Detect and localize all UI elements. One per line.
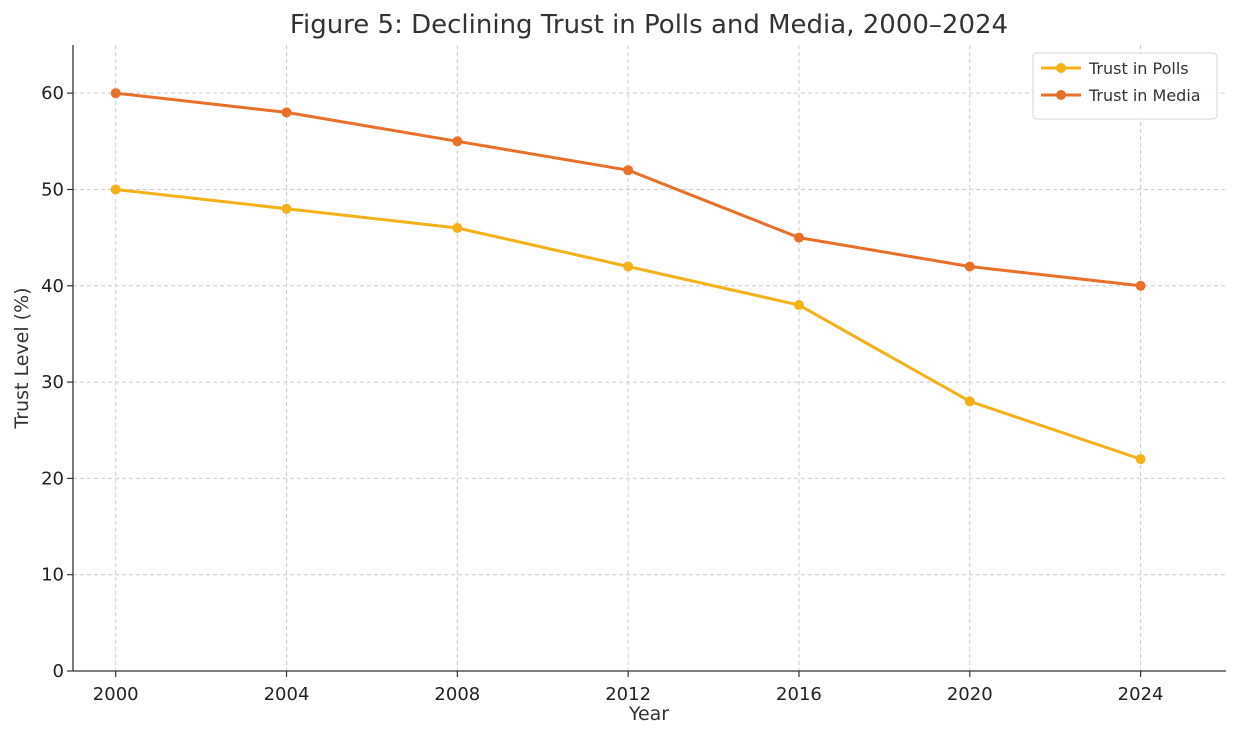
y-tick-label: 60 (41, 83, 64, 104)
y-tick-label: 50 (41, 179, 64, 200)
chart-title: Figure 5: Declining Trust in Polls and M… (290, 10, 1008, 40)
y-tick-label: 10 (41, 565, 64, 586)
series-layer (110, 88, 1146, 465)
data-point-trust-in-polls (110, 184, 121, 195)
legend-label-trust-in-polls: Trust in Polls (1088, 59, 1189, 78)
data-point-trust-in-polls (1135, 454, 1146, 465)
data-point-trust-in-polls (964, 396, 975, 407)
x-tick-label: 2020 (947, 684, 993, 705)
x-tick-label: 2024 (1118, 684, 1164, 705)
data-point-trust-in-media (964, 261, 975, 272)
x-tick-label: 2012 (605, 684, 651, 705)
y-tick-label: 20 (41, 468, 64, 489)
x-tick-label: 2000 (93, 684, 139, 705)
data-point-trust-in-media (623, 165, 634, 176)
legend-label-trust-in-media: Trust in Media (1088, 86, 1201, 105)
legend-marker-trust-in-media (1056, 90, 1066, 100)
x-axis-label: Year (628, 703, 669, 725)
y-tick-label: 40 (41, 276, 64, 297)
x-tick-label: 2016 (776, 684, 822, 705)
legend-marker-trust-in-polls (1056, 63, 1066, 73)
data-point-trust-in-polls (281, 203, 292, 214)
data-point-trust-in-polls (793, 300, 804, 311)
x-tick-label: 2004 (264, 684, 310, 705)
y-tick-label: 30 (41, 372, 64, 393)
data-point-trust-in-media (452, 136, 463, 147)
data-point-trust-in-media (1135, 280, 1146, 291)
legend: Trust in Polls Trust in Media (1032, 52, 1218, 120)
y-tick-label: 0 (53, 661, 64, 682)
y-axis-label: Trust Level (%) (11, 287, 33, 429)
axes-layer: 2000 2004 2008 2012 2016 2020 2024 0 10 20 30 40 50 6… (41, 45, 1226, 705)
data-point-trust-in-polls (623, 261, 634, 272)
data-point-trust-in-media (281, 107, 292, 118)
x-tick-label: 2008 (434, 684, 480, 705)
data-point-trust-in-media (110, 88, 121, 99)
grid-layer (73, 45, 1226, 672)
data-point-trust-in-polls (452, 222, 463, 233)
data-point-trust-in-media (793, 232, 804, 243)
